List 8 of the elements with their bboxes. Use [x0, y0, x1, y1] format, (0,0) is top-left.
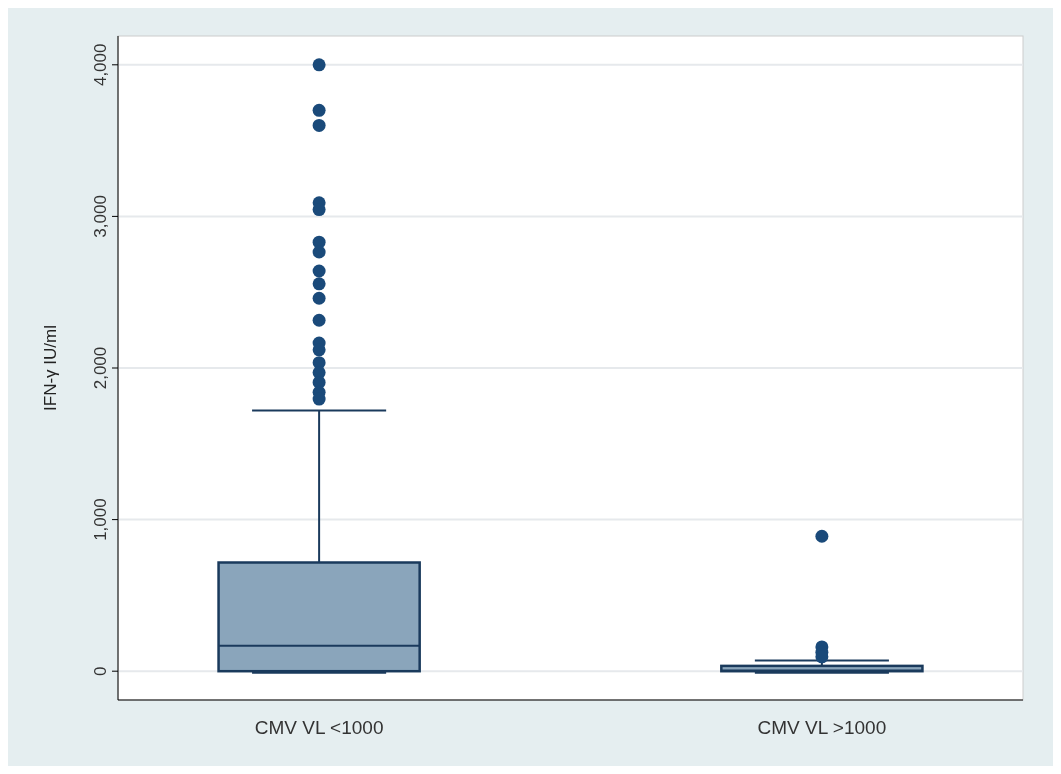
- y-tick-label: 0: [91, 666, 110, 676]
- y-tick-label: 1,000: [91, 498, 110, 541]
- y-tick-label: 3,000: [91, 195, 110, 238]
- x-tick-label: CMV VL <1000: [254, 717, 384, 738]
- y-tick-label: 2,000: [91, 346, 110, 390]
- x-tick-label: CMV VL >1000: [757, 717, 887, 738]
- y-axis-title: IFN-γ IU/ml: [41, 325, 60, 411]
- y-tick-label: 4,000: [91, 43, 110, 87]
